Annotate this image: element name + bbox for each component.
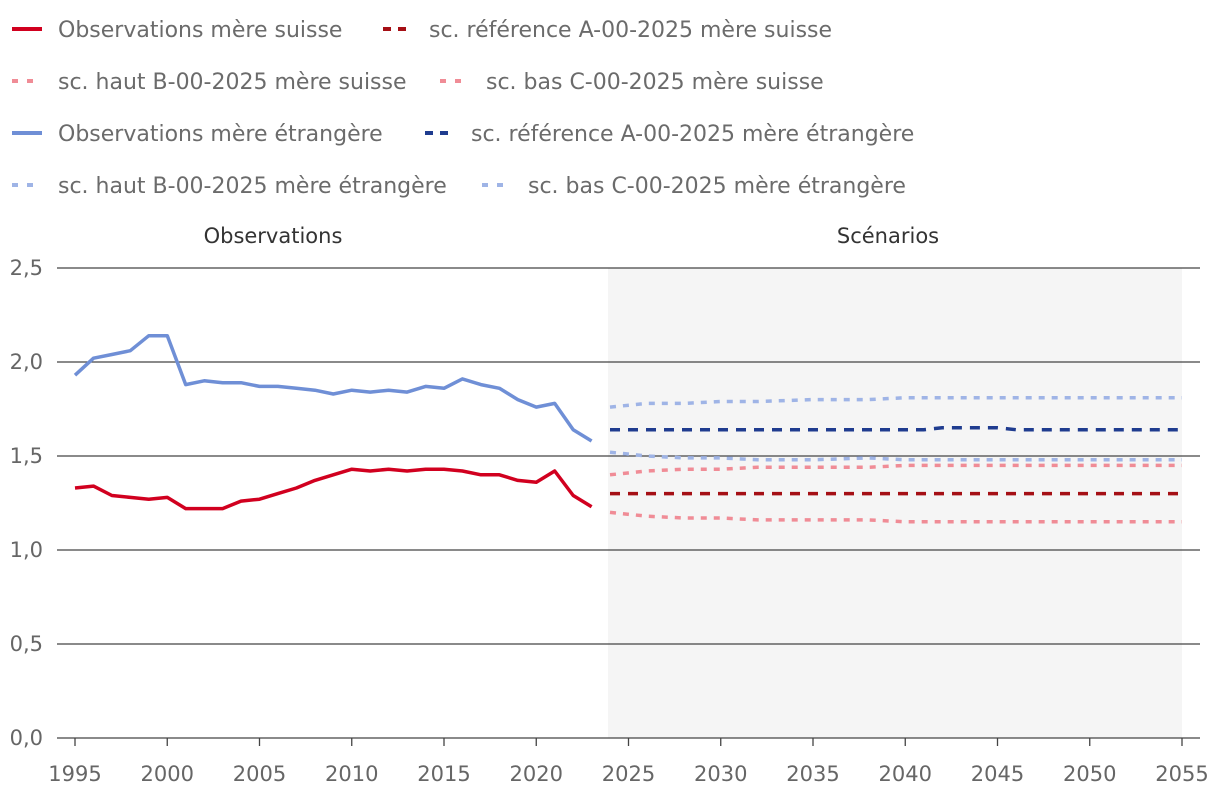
legend-item-sc-haut-b-00-2025-mere-etrangere: sc. haut B-00-2025 mère étrangère	[12, 174, 447, 199]
legend-label: Observations mère suisse	[58, 18, 342, 43]
series-observations-mere-etrangere	[73, 333, 593, 443]
legend-label: Observations mère étrangère	[58, 122, 383, 147]
y-tick-label: 1,5	[10, 444, 43, 468]
x-tick-label: 2030	[694, 762, 747, 786]
series-sc-haut-b-00-2025-mere-suisse	[609, 463, 1182, 477]
legend-item-sc-reference-a-00-2025-mere-etrangere: sc. référence A-00-2025 mère étrangère	[425, 122, 914, 147]
scenario-background	[608, 268, 1182, 738]
x-tick-label: 2010	[325, 762, 378, 786]
y-tick-label: 1,0	[10, 538, 43, 562]
legend-label: sc. référence A-00-2025 mère suisse	[429, 18, 832, 43]
legend: Observations mère suisse sc. référence A-…	[12, 18, 914, 199]
section-label-scenarios: Scénarios	[837, 224, 939, 248]
y-tick-label: 2,0	[10, 350, 43, 374]
series-sc-reference-a-00-2025-mere-etrangere	[610, 426, 1182, 432]
x-tick-label: 2040	[879, 762, 932, 786]
y-tick-label: 2,5	[10, 256, 43, 280]
x-tick-label: 2045	[971, 762, 1024, 786]
legend-label: sc. bas C-00-2025 mère suisse	[486, 70, 824, 95]
legend-item-sc-reference-a-00-2025-mere-suisse: sc. référence A-00-2025 mère suisse	[383, 18, 832, 43]
section-label-observations: Observations	[204, 224, 343, 248]
series-sc-haut-b-00-2025-mere-etrangere	[609, 395, 1182, 409]
series-sc-bas-c-00-2025-mere-etrangere	[609, 450, 1182, 462]
plot-area: 0,0 0,5 1,0 1,5 2,0 2,5 1995 2000 2005 2010 2015 20…	[10, 256, 1209, 786]
x-tick-label: 2055	[1155, 762, 1208, 786]
x-tick-label: 2050	[1063, 762, 1116, 786]
y-tick-label: 0,5	[10, 632, 43, 656]
legend-label: sc. bas C-00-2025 mère étrangère	[528, 174, 906, 199]
legend-label: sc. haut B-00-2025 mère suisse	[58, 70, 407, 95]
x-tick-label: 2015	[417, 762, 470, 786]
legend-item-sc-bas-c-00-2025-mere-etrangere: sc. bas C-00-2025 mère étrangère	[482, 174, 906, 199]
legend-label: sc. haut B-00-2025 mère étrangère	[58, 174, 447, 199]
y-tick-label: 0,0	[10, 726, 43, 750]
series-observations-mere-suisse	[74, 467, 593, 511]
x-tick-label: 2000	[141, 762, 194, 786]
x-tick-label: 2035	[786, 762, 839, 786]
series-sc-bas-c-00-2025-mere-suisse	[609, 510, 1182, 524]
x-tick-label: 2005	[233, 762, 286, 786]
section-labels: Observations Scénarios	[204, 224, 940, 248]
legend-item-sc-bas-c-00-2025-mere-suisse: sc. bas C-00-2025 mère suisse	[440, 70, 824, 95]
legend-item-observations-mere-etrangere: Observations mère étrangère	[12, 122, 383, 147]
legend-label: sc. référence A-00-2025 mère étrangère	[471, 122, 914, 147]
legend-item-observations-mere-suisse: Observations mère suisse	[12, 18, 342, 43]
x-tick-label: 2020	[510, 762, 563, 786]
x-tick-label: 2025	[602, 762, 655, 786]
x-tick-label: 1995	[48, 762, 101, 786]
legend-item-sc-haut-b-00-2025-mere-suisse: sc. haut B-00-2025 mère suisse	[12, 70, 407, 95]
